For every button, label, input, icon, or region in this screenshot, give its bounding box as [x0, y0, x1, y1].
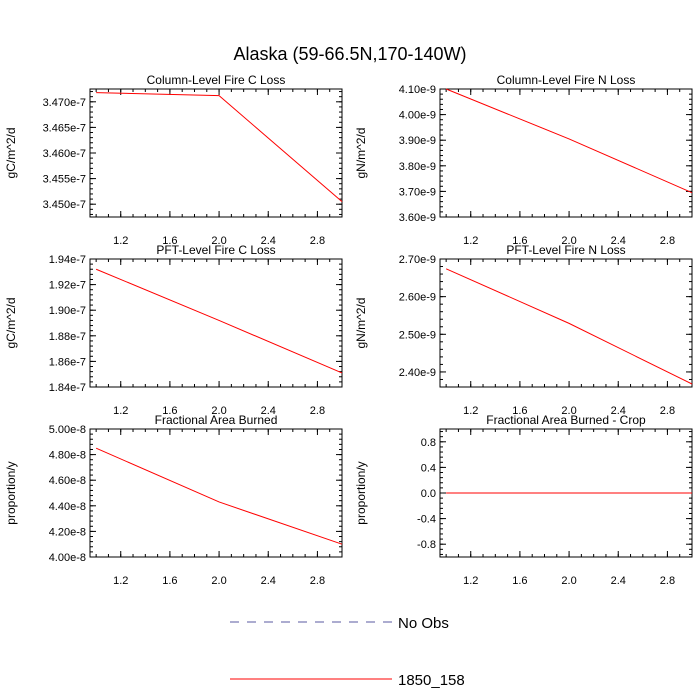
x-tick-label: 2.4: [261, 575, 276, 587]
panel-1: Column-Level Fire C Loss gC/m^2/d 1.2 1.6 2.…: [4, 73, 343, 247]
y-tick-label: 3.80e-9: [399, 161, 436, 173]
x-tick-label: 1.2: [113, 405, 128, 417]
x-tick-label: 2.4: [611, 405, 626, 417]
x-tick-label: 2.0: [211, 235, 226, 247]
y-tick-label: -0.4: [417, 514, 436, 526]
y-tick-label: 4.00e-8: [49, 552, 86, 564]
y-axis-label: proportion/y: [4, 461, 18, 524]
x-tick-label: 2.8: [660, 405, 675, 417]
series-line: [95, 268, 343, 374]
y-tick-label: 3.90e-9: [399, 135, 436, 147]
plot-frame: [89, 428, 343, 558]
y-tick-label: 3.465e-7: [43, 122, 86, 134]
panel-title: Fractional Area Burned: [155, 413, 278, 427]
y-tick-label: 4.80e-8: [49, 450, 86, 462]
x-tick-label: 1.2: [113, 575, 128, 587]
y-axis-label: gN/m^2/d: [354, 298, 368, 349]
x-tick-label: 1.2: [463, 235, 478, 247]
x-tick-label: 2.4: [611, 235, 626, 247]
y-tick-label: 4.60e-8: [49, 475, 86, 487]
plot-frame: [89, 258, 343, 388]
y-tick-label: 0.4: [421, 462, 436, 474]
y-tick-label: 2.70e-9: [399, 254, 436, 266]
legend: No Obs 1850_158: [230, 615, 465, 689]
x-tick-label: 2.8: [660, 235, 675, 247]
y-tick-label: 4.10e-9: [399, 84, 436, 96]
x-tick-label: 2.4: [261, 405, 276, 417]
plot-frame: [439, 88, 693, 218]
y-tick-label: 2.50e-9: [399, 329, 436, 341]
x-tick-label: 2.4: [261, 235, 276, 247]
x-tick-label: 2.0: [211, 405, 226, 417]
x-tick-label: 1.2: [463, 575, 478, 587]
x-tick-label: 2.8: [310, 405, 325, 417]
y-tick-label: 3.470e-7: [43, 97, 86, 109]
x-tick-label: 1.6: [512, 235, 527, 247]
panel-title: Column-Level Fire N Loss: [497, 73, 636, 87]
series-line: [96, 92, 343, 203]
y-axis-label: proportion/y: [354, 461, 368, 524]
y-tick-label: 3.460e-7: [43, 148, 86, 160]
x-tick-label: 2.0: [561, 235, 576, 247]
y-tick-label: 1.90e-7: [49, 305, 86, 317]
y-axis-label: gN/m^2/d: [354, 128, 368, 179]
x-tick-label: 1.2: [113, 235, 128, 247]
figure-title: Alaska (59-66.5N,170-140W): [233, 44, 466, 64]
x-tick-label: 2.8: [310, 575, 325, 587]
y-tick-label: 1.94e-7: [49, 254, 86, 266]
panel-5: Fractional Area Burned proportion/y 1.2 1.6…: [4, 413, 343, 587]
panel-title: PFT-Level Fire C Loss: [156, 243, 275, 257]
y-tick-label: 3.450e-7: [43, 199, 86, 211]
plot-frame: [439, 258, 693, 388]
x-tick-label: 1.6: [512, 405, 527, 417]
x-tick-label: 1.6: [162, 235, 177, 247]
panel-3: PFT-Level Fire C Loss gC/m^2/d 1.2 1.6 2.0 2.…: [4, 243, 343, 417]
y-tick-label: 3.455e-7: [43, 174, 86, 186]
y-tick-label: 1.92e-7: [49, 280, 86, 292]
y-tick-label: 2.60e-9: [399, 292, 436, 304]
x-tick-label: 1.6: [512, 575, 527, 587]
x-tick-label: 1.2: [463, 405, 478, 417]
x-tick-label: 2.8: [310, 235, 325, 247]
y-tick-label: 1.88e-7: [49, 331, 86, 343]
y-axis-label: gC/m^2/d: [4, 128, 18, 179]
y-tick-label: 4.00e-9: [399, 110, 436, 122]
y-tick-label: 5.00e-8: [49, 424, 86, 436]
legend-label-2: 1850_158: [398, 672, 465, 689]
panels: Column-Level Fire C Loss gC/m^2/d 1.2 1.6 2.…: [4, 73, 693, 587]
x-tick-label: 2.8: [660, 575, 675, 587]
x-tick-label: 2.4: [611, 575, 626, 587]
panel-6: Fractional Area Burned - Crop proportion/…: [354, 413, 693, 587]
y-tick-label: 0.0: [421, 488, 436, 500]
y-tick-label: 1.84e-7: [49, 382, 86, 394]
y-tick-label: 3.60e-9: [399, 212, 436, 224]
legend-label-1: No Obs: [398, 615, 449, 632]
panel-title: PFT-Level Fire N Loss: [506, 243, 625, 257]
series-line: [445, 88, 693, 194]
y-tick-label: 1.86e-7: [49, 356, 86, 368]
panel-2: Column-Level Fire N Loss gN/m^2/d 1.2 1.6 2.…: [354, 73, 693, 247]
plot-frame: [89, 88, 343, 218]
panel-4: PFT-Level Fire N Loss gN/m^2/d 1.2 1.6 2.0 2.…: [354, 243, 693, 417]
x-tick-label: 2.0: [561, 575, 576, 587]
panel-title: Fractional Area Burned - Crop: [486, 413, 646, 427]
x-tick-label: 1.6: [162, 405, 177, 417]
x-tick-label: 2.0: [561, 405, 576, 417]
y-tick-label: 4.20e-8: [49, 526, 86, 538]
x-tick-label: 2.0: [211, 575, 226, 587]
x-tick-label: 1.6: [162, 575, 177, 587]
series-line: [445, 268, 693, 385]
panel-title: Column-Level Fire C Loss: [147, 73, 286, 87]
y-tick-label: -0.8: [417, 539, 436, 551]
y-tick-label: 2.40e-9: [399, 367, 436, 379]
y-axis-label: gC/m^2/d: [4, 298, 18, 349]
y-tick-label: 4.40e-8: [49, 501, 86, 513]
y-tick-label: 0.8: [421, 437, 436, 449]
series-line: [95, 447, 343, 545]
y-tick-label: 3.70e-9: [399, 186, 436, 198]
